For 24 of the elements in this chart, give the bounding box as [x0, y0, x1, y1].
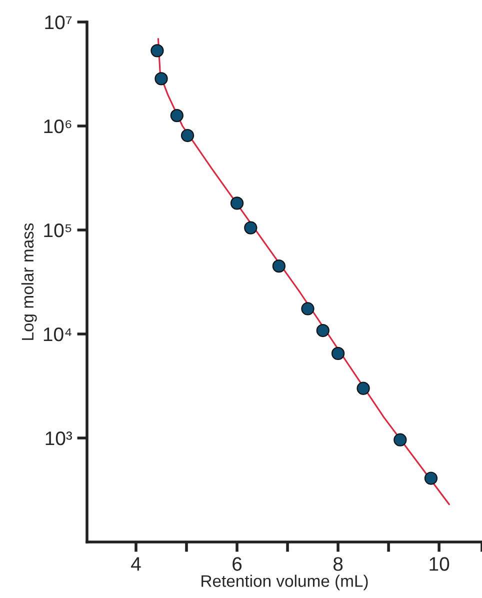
y-tick-label: 10⁷ [45, 15, 72, 30]
x-tick-label: 6 [232, 557, 242, 571]
point [394, 433, 407, 446]
point [230, 196, 244, 210]
point [154, 72, 168, 86]
point [424, 472, 438, 485]
point [170, 108, 184, 122]
x-axis-title: Retention volume (mL) [202, 574, 368, 590]
point [331, 346, 345, 360]
x-tick-label: 8 [333, 557, 343, 571]
y-tick-label: 10⁴ [44, 327, 72, 342]
x-tick-label: 10 [430, 557, 450, 571]
x-tick-label: 4 [131, 557, 141, 571]
y-tick-label: 10⁶ [44, 119, 72, 134]
y-tick-label: 10⁵ [44, 223, 72, 238]
point [316, 324, 330, 338]
y-tick-label: 10³ [46, 431, 72, 446]
point [272, 259, 286, 273]
point [301, 302, 314, 316]
point [356, 382, 370, 395]
point [244, 221, 258, 234]
point [180, 128, 194, 142]
point [150, 44, 164, 58]
y-axis-title: Log molar mass [21, 223, 37, 340]
